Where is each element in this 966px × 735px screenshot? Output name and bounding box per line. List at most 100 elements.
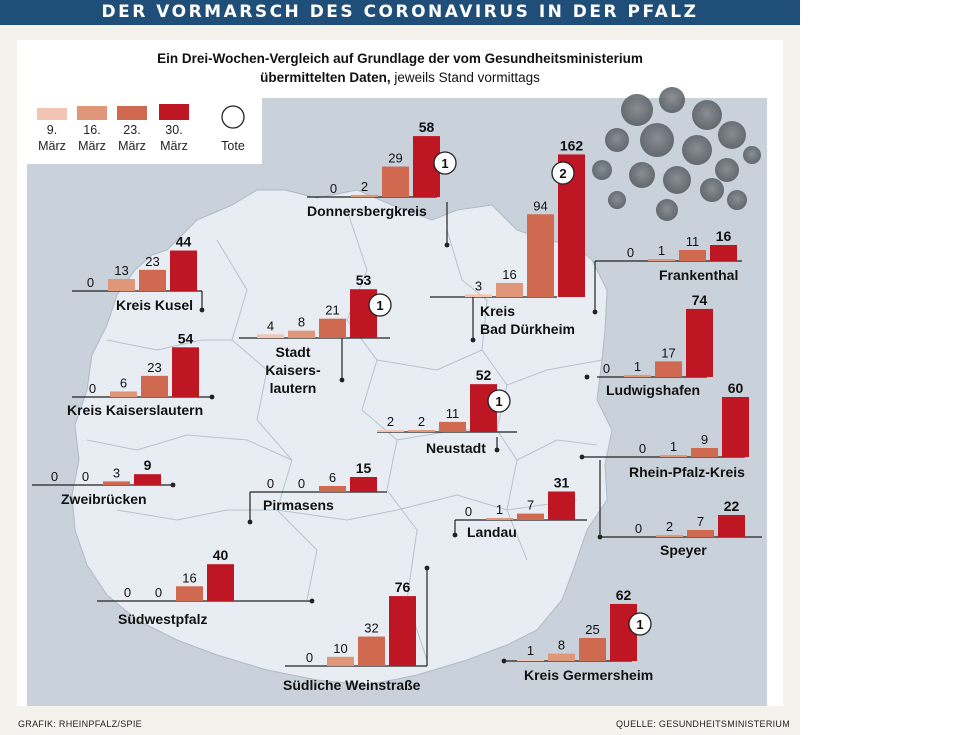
- virus-particle: [656, 199, 678, 221]
- leader-dot: [170, 482, 176, 488]
- virus-particle: [608, 191, 626, 209]
- region-group: 0 0 6 15 Pirmasens: [247, 460, 387, 525]
- bar: [350, 477, 377, 492]
- bar: [141, 375, 168, 397]
- credit-text: GRAFIK: RHEINPFALZ/SPIE: [18, 719, 142, 729]
- bar-value-label: 0: [267, 476, 274, 491]
- palatinate-region-shape: [71, 189, 613, 686]
- leader-dot: [309, 598, 315, 604]
- bar: [408, 430, 435, 432]
- bar: [486, 518, 513, 520]
- bar-value-label: 23: [145, 254, 159, 269]
- deaths-count-label: 1: [441, 156, 448, 171]
- bar-value-label: 1: [634, 359, 641, 374]
- chart-card: 9. März 16. März 23. März 30. März Tote 0 2 29 58 Do…: [17, 40, 783, 706]
- region-name-label: Neustadt: [426, 440, 486, 456]
- bar: [176, 586, 203, 601]
- bar: [691, 448, 718, 457]
- region-name-label: Bad Dürkheim: [480, 321, 575, 337]
- bar-value-label: 62: [616, 587, 632, 603]
- bar-value-label: 32: [364, 621, 378, 636]
- deaths-badge: [628, 612, 652, 636]
- region-name-label: Südwestpfalz: [118, 611, 207, 627]
- region-name-label: Kreis Germersheim: [524, 667, 653, 683]
- bar-value-label: 1: [670, 439, 677, 454]
- bar-value-label: 29: [388, 151, 402, 166]
- leader-dot: [501, 658, 507, 664]
- bar-value-label: 0: [330, 181, 337, 196]
- leader-dot: [444, 242, 450, 248]
- virus-particle: [592, 160, 612, 180]
- bar-value-label: 8: [298, 315, 305, 330]
- bar: [465, 294, 492, 297]
- bar: [687, 530, 714, 537]
- bar-value-label: 3: [475, 278, 482, 293]
- virus-particle: [718, 121, 746, 149]
- region-group: 0 0 16 40 Südwestpfalz: [97, 547, 315, 627]
- bar: [648, 259, 675, 261]
- bar: [257, 334, 284, 338]
- legend-label-day: 23.: [123, 123, 140, 137]
- leader-dot: [597, 534, 603, 540]
- virus-particle: [663, 166, 691, 194]
- legend-label-month: März: [160, 139, 188, 153]
- region-name-label: Südliche Weinstraße: [283, 677, 421, 693]
- bar-value-label: 53: [356, 272, 372, 288]
- legend-label-month: März: [118, 139, 146, 153]
- legend-swatch: [37, 108, 67, 120]
- bar-value-label: 0: [87, 275, 94, 290]
- bar: [134, 474, 161, 485]
- bar-value-label: 0: [155, 585, 162, 600]
- leader-dot: [584, 374, 590, 380]
- virus-particle: [621, 94, 653, 126]
- virus-particle: [629, 162, 655, 188]
- virus-particle: [659, 87, 685, 113]
- region-name-label: Speyer: [660, 542, 707, 558]
- region-group: 0 6 23 54 Kreis Kaiserslautern: [67, 330, 215, 418]
- legend-label-day: 16.: [83, 123, 100, 137]
- bar-value-label: 2: [418, 414, 425, 429]
- legend-label-day: 9.: [47, 123, 57, 137]
- legend-label-day: 30.: [165, 123, 182, 137]
- leader-dot: [199, 307, 205, 313]
- subtitle-text-2-bold: übermittelten Daten,: [260, 70, 391, 85]
- bar: [382, 166, 409, 197]
- region-group: 0 2 29 58 Donnersbergkreis 1: [307, 119, 457, 248]
- region-name-label: Kreis: [480, 303, 515, 319]
- bar: [679, 250, 706, 261]
- bar-value-label: 2: [361, 179, 368, 194]
- bar-value-label: 2: [387, 414, 394, 429]
- bar-value-label: 58: [419, 119, 435, 135]
- subtitle-line-1: Ein Drei-Wochen-Vergleich auf Grundlage …: [17, 51, 783, 66]
- bar-value-label: 0: [635, 521, 642, 536]
- bar-value-label: 9: [144, 457, 152, 473]
- virus-particle: [692, 100, 722, 130]
- bar-value-label: 22: [724, 498, 740, 514]
- virus-particle: [700, 178, 724, 202]
- region-name-label: Donnersbergkreis: [307, 203, 427, 219]
- region-name-label: Kreis Kaiserslautern: [67, 402, 203, 418]
- bar-value-label: 16: [182, 570, 196, 585]
- bar: [517, 659, 544, 661]
- subtitle-text-2: jeweils Stand vormittags: [390, 70, 540, 85]
- bar-value-label: 0: [298, 476, 305, 491]
- region-group: 1 8 25 62 Kreis Germersheim 1: [501, 587, 653, 683]
- bar: [439, 421, 466, 432]
- bar-value-label: 6: [120, 375, 127, 390]
- legend-swatch: [117, 106, 147, 120]
- bar-value-label: 0: [82, 469, 89, 484]
- deaths-badge: [551, 161, 575, 185]
- leader-dot: [470, 337, 476, 343]
- virus-particle: [743, 146, 761, 164]
- bar-value-label: 52: [476, 367, 492, 383]
- region-group: 0 1 7 31 Landau: [452, 474, 587, 540]
- bar-value-label: 11: [686, 234, 700, 249]
- deaths-badge: [433, 151, 457, 175]
- virus-particle: [640, 123, 674, 157]
- leader-dot: [579, 454, 585, 460]
- legend-label-month: März: [38, 139, 66, 153]
- bar-value-label: 0: [465, 504, 472, 519]
- bar: [496, 282, 523, 297]
- bar: [527, 214, 554, 297]
- bar: [358, 636, 385, 666]
